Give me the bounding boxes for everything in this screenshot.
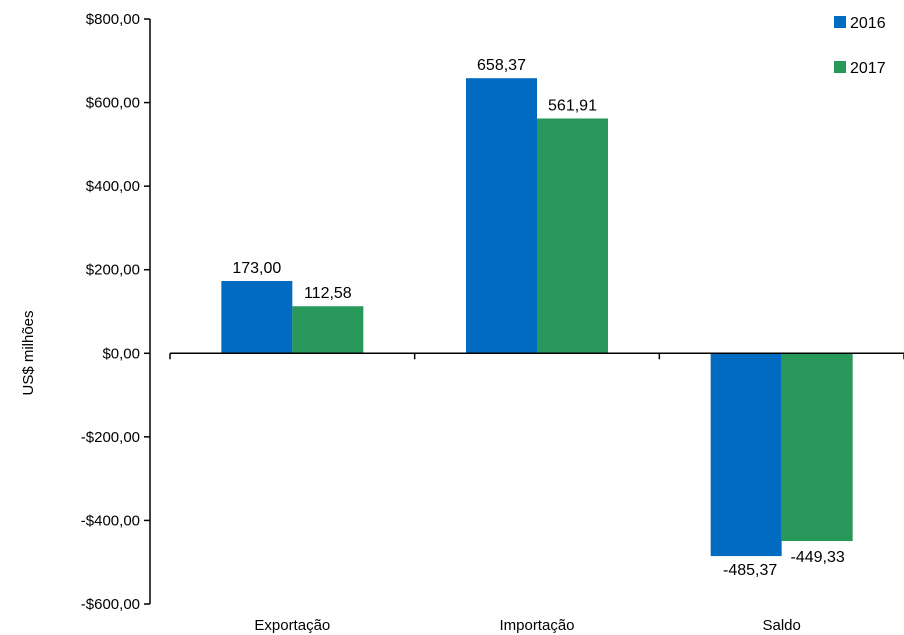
x-category-label: Exportação xyxy=(254,617,330,634)
data-label: 658,37 xyxy=(477,57,526,74)
data-labels-group: 173,00 112,58 658,37 561,91 -485,37 -449,33 xyxy=(232,57,845,579)
y-ticks-group: $800,00 $600,00 $400,00 $200,00 $0,00 -$200,0… xyxy=(81,11,150,613)
legend-label: 2017 xyxy=(850,60,886,77)
bars-group xyxy=(221,78,853,557)
data-label: 173,00 xyxy=(232,260,281,277)
legend-label: 2016 xyxy=(850,15,886,32)
legend: 2016 2017 xyxy=(834,15,886,77)
x-category-label: Saldo xyxy=(762,617,800,634)
bar-2016-2 xyxy=(710,353,782,557)
data-label: -485,37 xyxy=(723,562,777,579)
data-label: -449,33 xyxy=(791,549,845,566)
x-category-label: Importação xyxy=(499,617,574,634)
y-tick-label: $400,00 xyxy=(86,178,140,195)
axes-group xyxy=(149,19,904,604)
y-axis-label: US$ milhões xyxy=(20,310,37,395)
y-tick-label: -$400,00 xyxy=(81,512,140,529)
bar-2017-0 xyxy=(292,306,364,354)
y-tick-label: -$200,00 xyxy=(81,429,140,446)
data-label: 112,58 xyxy=(304,285,352,302)
y-tick-label: -$600,00 xyxy=(81,596,140,613)
bar-2016-1 xyxy=(466,78,537,354)
y-tick-label: $600,00 xyxy=(86,95,140,112)
bar-2016-0 xyxy=(221,280,293,354)
y-tick-label: $0,00 xyxy=(102,345,140,362)
legend-swatch-2017 xyxy=(834,61,846,73)
x-labels-group: Exportação Importação Saldo xyxy=(254,617,800,634)
legend-swatch-2016 xyxy=(834,16,846,28)
data-label: 561,91 xyxy=(548,97,597,114)
y-tick-label: $800,00 xyxy=(86,11,140,28)
y-tick-label: $200,00 xyxy=(86,262,140,279)
bar-2017-1 xyxy=(537,118,608,354)
bar-2017-2 xyxy=(781,353,853,542)
